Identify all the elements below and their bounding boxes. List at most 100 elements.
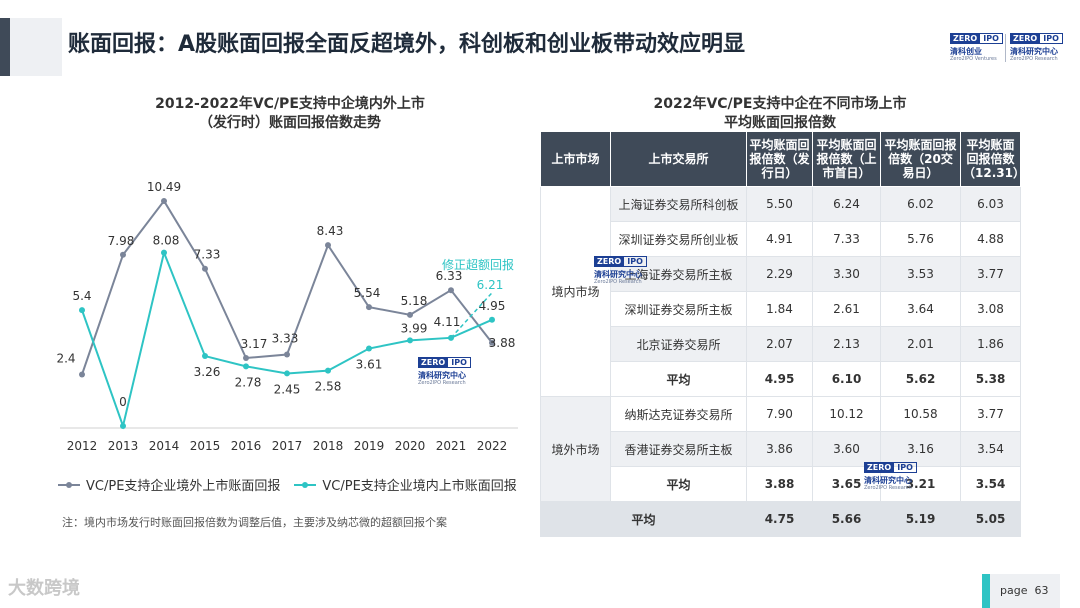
header-band	[10, 18, 62, 76]
exchange-cell: 深圳证券交易所主板	[610, 291, 747, 327]
watermark-logo-chart: ZERO IPO 清科研究中心 Zero2IPO Research	[418, 357, 478, 387]
zero2ipo-ventures-logo: ZERO IPO 清科创业 Zero2IPO Ventures	[950, 33, 1006, 63]
data-point	[243, 363, 249, 370]
exchange-cell: 北京证券交易所	[610, 326, 747, 362]
data-point	[489, 316, 495, 323]
data-label: 7.33	[194, 248, 221, 262]
table-row: 境外市场 纳斯达克证券交易所 7.90 10.12 10.58 3.77	[540, 396, 1021, 502]
exchange-cell: 上海证券交易所科创板	[610, 186, 747, 222]
data-label: 3.17	[241, 337, 268, 351]
table-row-average-total: 平均 4.75 5.66 5.19 5.05	[540, 501, 1021, 537]
annotation-text: 修正超额回报	[442, 257, 514, 272]
data-label: 3.33	[272, 332, 299, 346]
data-label: 10.49	[147, 180, 181, 194]
col-header-year-end: 平均账面回报倍数（12.31）	[960, 131, 1025, 187]
data-point	[202, 265, 208, 272]
table-row: 北京证券交易所 2.07 2.13 2.01 1.86	[541, 326, 1021, 362]
watermark-logo-table: ZERO IPO 清科研究中心 Zero2IPO Research	[594, 256, 654, 286]
data-point	[407, 311, 413, 318]
logo-divider	[1005, 34, 1006, 62]
x-tick-label: 2021	[436, 439, 467, 453]
data-label: 5.18	[401, 294, 428, 308]
table-row-average-overseas: 平均 3.88 3.65 3.21 3.54	[541, 466, 1021, 502]
x-tick-label: 2015	[190, 439, 221, 453]
col-header-first-day: 平均账面回报倍数（上市首日）	[812, 131, 881, 187]
col-header-market: 上市市场	[540, 131, 611, 187]
data-label: 2.78	[235, 375, 262, 389]
exchange-cell: 上海证券交易所主板	[610, 256, 747, 292]
data-label: 3.88	[489, 336, 516, 350]
table-title-line2: 平均账面回报倍数	[724, 115, 836, 131]
chart-legend: VC/PE支持企业境外上市账面回报 VC/PE支持企业境内上市账面回报	[58, 475, 531, 494]
table-row: 境内市场 上海证券交易所科创板 5.50 6.24 6.02 6.03	[540, 186, 1021, 397]
data-label: 3.26	[194, 365, 221, 379]
data-point	[120, 251, 126, 258]
market-cell-domestic: 境内市场	[540, 186, 611, 397]
table-row-average-domestic: 平均 4.95 6.10 5.62 5.38	[541, 361, 1021, 397]
table-row: 上海证券交易所主板 2.29 3.30 3.53 3.77	[541, 256, 1021, 292]
data-point	[120, 423, 126, 429]
table-header-row: 上市市场 上市交易所 平均账面回报倍数（发行日） 平均账面回报倍数（上市首日） …	[540, 131, 1025, 187]
data-label: 7.98	[108, 234, 135, 248]
grand-avg-label-cell: 平均	[540, 501, 747, 537]
col-header-exchange: 上市交易所	[610, 131, 747, 187]
chart-note: 注：境内市场发行时账面回报倍数为调整后值，主要涉及纳芯微的超额回报个案	[62, 516, 447, 529]
exchange-cell: 纳斯达克证券交易所	[610, 396, 747, 432]
data-point	[366, 304, 372, 311]
table-row: 香港证券交易所主板 3.86 3.60 3.16 3.54	[541, 431, 1021, 467]
data-label: 8.43	[317, 224, 344, 238]
exchange-cell: 深圳证券交易所创业板	[610, 221, 747, 257]
data-point	[79, 371, 85, 378]
page-number: page 63	[1000, 584, 1049, 597]
data-label: 4.95	[479, 299, 506, 313]
data-label: 5.4	[72, 289, 91, 303]
x-tick-label: 2018	[313, 439, 344, 453]
data-label: 2.58	[315, 380, 342, 394]
table-row: 深圳证券交易所主板 1.84 2.61 3.64 3.08	[541, 291, 1021, 327]
data-point	[243, 354, 249, 361]
data-label: 5.54	[354, 286, 381, 300]
col-header-20-day: 平均账面回报倍数（20交易日）	[880, 131, 961, 187]
chart-title-line1: 2012-2022年VC/PE支持中企境内外上市	[155, 96, 425, 112]
page-title: 账面回报：A股账面回报全面反超境外，科创板和创业板带动效应明显	[68, 32, 746, 57]
x-tick-label: 2020	[395, 439, 426, 453]
data-point	[448, 287, 454, 294]
x-tick-label: 2016	[231, 439, 262, 453]
data-label: 3.61	[356, 358, 383, 372]
table-row: 深圳证券交易所创业板 4.91 7.33 5.76 4.88	[541, 221, 1021, 257]
x-tick-label: 2017	[272, 439, 303, 453]
legend-label-domestic: VC/PE支持企业境内上市账面回报	[322, 479, 517, 494]
line-chart: 2012 2013 2014 2015 2016 2017 2018 2019 2020 2021…	[56, 180, 518, 453]
market-cell-overseas: 境外市场	[540, 396, 611, 502]
col-header-issue-day: 平均账面回报倍数（发行日）	[746, 131, 813, 187]
data-point	[325, 367, 331, 374]
x-tick-label: 2013	[108, 439, 139, 453]
return-multiple-table: 上市市场 上市交易所 平均账面回报倍数（发行日） 平均账面回报倍数（上市首日） …	[540, 131, 1025, 537]
data-point	[161, 249, 167, 256]
header-bar	[0, 0, 1080, 80]
x-tick-label: 2014	[149, 439, 180, 453]
series-line-0	[81, 199, 493, 375]
header-accent	[0, 18, 10, 76]
data-point	[202, 353, 208, 360]
x-tick-label: 2022	[477, 439, 508, 453]
footer-brand: 大数跨境	[8, 578, 80, 599]
data-point	[407, 337, 413, 344]
x-tick-label: 2012	[67, 439, 98, 453]
data-point	[325, 242, 331, 249]
zero2ipo-research-logo: ZERO IPO 清科研究中心 Zero2IPO Research	[1010, 33, 1066, 63]
annotation-dashed-line	[450, 292, 493, 339]
table-title-line1: 2022年VC/PE支持中企在不同市场上市	[653, 96, 907, 112]
legend-label-overseas: VC/PE支持企业境外上市账面回报	[86, 479, 281, 494]
data-label: 6.33	[436, 269, 463, 283]
data-label: 2.4	[56, 352, 75, 366]
data-label: 4.11	[434, 315, 461, 329]
data-point	[161, 197, 167, 204]
data-point	[284, 351, 290, 358]
data-point	[79, 307, 85, 314]
data-label: 0	[119, 395, 127, 409]
page-number-accent	[982, 574, 990, 608]
data-label: 8.08	[153, 234, 180, 248]
annotation-value-label: 6.21	[477, 278, 504, 292]
data-label: 3.99	[401, 321, 428, 335]
